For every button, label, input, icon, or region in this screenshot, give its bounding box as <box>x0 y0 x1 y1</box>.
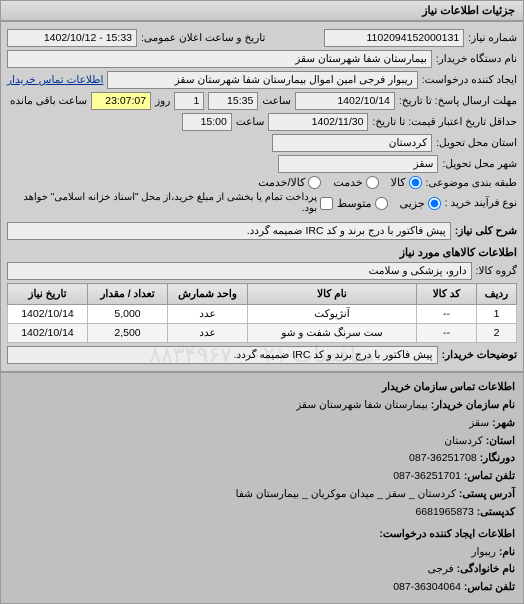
group-label: گروه کالا: <box>476 265 517 277</box>
deadline-label: مهلت ارسال پاسخ: تا تاریخ: <box>399 95 517 107</box>
payment-checkbox[interactable]: پرداخت تمام یا بخشی از مبلغ خرید،از محل … <box>7 192 333 214</box>
buyer-name-label: نام دستگاه خریدار: <box>436 53 517 65</box>
items-table: ردیفکد کالانام کالاواحد شمارشتعداد / مقد… <box>7 283 517 343</box>
summary-input <box>7 222 451 240</box>
group-input <box>7 262 472 280</box>
buyer-notes-row: توضیحات خریدار: <box>7 346 517 364</box>
col-header: تاریخ نیاز <box>8 284 88 305</box>
col-header: کد کالا <box>417 284 477 305</box>
table-row: 2--ست سرنگ شفت و شوعدد2,5001402/10/14 <box>8 324 517 343</box>
validity-label: حداقل تاریخ اعتبار قیمت: تا تاریخ: <box>372 116 517 128</box>
footer-block: اطلاعات تماس سازمان خریدار نام سازمان خر… <box>0 372 524 604</box>
table-row: 1--آنژیوکتعدد5,0001402/10/14 <box>8 305 517 324</box>
footer-title2: اطلاعات ایجاد کننده درخواست: <box>9 526 515 544</box>
subject-radio-group: کالا خدمت کالا/خدمت <box>258 176 421 189</box>
details-panel: شماره نیاز: تاریخ و ساعت اعلان عمومی: نا… <box>0 21 524 372</box>
process-radio-group: جزیی متوسط <box>337 197 441 210</box>
province-label: استان محل تحویل: <box>436 137 517 149</box>
items-section-header: اطلاعات کالاهای مورد نیاز <box>7 246 517 259</box>
province-input <box>272 134 432 152</box>
process-label: نوع فرآیند خرید : <box>445 197 517 209</box>
subject-class-label: طبقه بندی موضوعی: <box>426 177 517 189</box>
col-header: تعداد / مقدار <box>88 284 168 305</box>
radio-service[interactable]: خدمت <box>333 176 378 189</box>
buyer-notes-label: توضیحات خریدار: <box>442 349 517 361</box>
time-label-1: ساعت <box>262 95 291 107</box>
city-label: شهر محل تحویل: <box>442 158 517 170</box>
days-left-input <box>174 92 204 110</box>
remaining-label: ساعت باقی مانده <box>10 95 87 107</box>
col-header: ردیف <box>477 284 517 305</box>
col-header: نام کالا <box>248 284 417 305</box>
buyer-notes-input <box>7 346 438 364</box>
validity-time-input <box>182 113 232 131</box>
radio-medium[interactable]: متوسط <box>337 197 388 210</box>
time-label-2: ساعت <box>236 116 265 128</box>
buyer-name-input <box>7 50 432 68</box>
col-header: واحد شمارش <box>168 284 248 305</box>
radio-minor[interactable]: جزیی <box>400 197 441 210</box>
validity-date-input <box>268 113 368 131</box>
deadline-time-input <box>208 92 258 110</box>
requester-input <box>107 71 417 89</box>
radio-goods-service[interactable]: کالا/خدمت <box>258 176 321 189</box>
summary-label: شرح کلی نیاز: <box>455 225 517 237</box>
requester-label: ایجاد کننده درخواست: <box>422 74 517 86</box>
need-no-input <box>324 29 464 47</box>
announce-label: تاریخ و ساعت اعلان عمومی: <box>141 32 265 44</box>
radio-goods[interactable]: کالا <box>391 176 422 189</box>
day-label: روز <box>155 95 170 107</box>
city-input <box>278 155 438 173</box>
footer-title1: اطلاعات تماس سازمان خریدار <box>9 379 515 397</box>
deadline-date-input <box>295 92 395 110</box>
remaining-input <box>91 92 151 110</box>
panel-header: جزئیات اطلاعات نیاز <box>0 0 524 21</box>
announce-input <box>7 29 137 47</box>
contact-link[interactable]: اطلاعات تماس خریدار <box>7 74 103 86</box>
need-no-label: شماره نیاز: <box>468 32 517 44</box>
